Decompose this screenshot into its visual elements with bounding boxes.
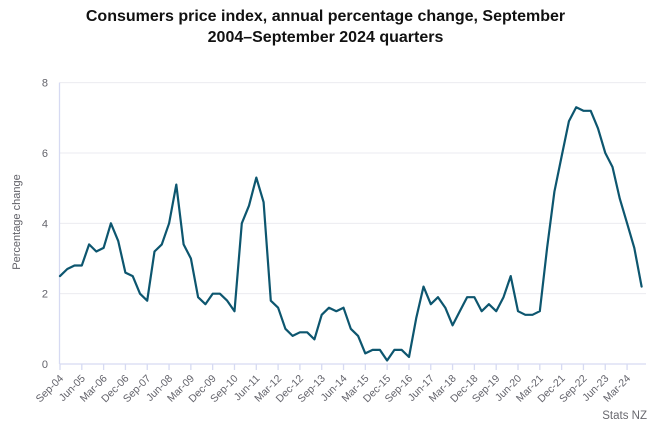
y-tick-label: 0 xyxy=(42,359,48,371)
y-tick-label: 6 xyxy=(42,148,48,160)
y-tick-label: 2 xyxy=(42,289,48,301)
cpi-series-line xyxy=(58,106,643,362)
source-attribution: Stats NZ xyxy=(602,410,647,422)
chart-title-line2: 2004–September 2024 quarters xyxy=(207,29,444,46)
y-tick-label: 4 xyxy=(42,218,48,230)
y-tick-label: 8 xyxy=(42,78,48,90)
chart-title-line1: Consumers price index, annual percentage… xyxy=(85,8,566,25)
chart-title: Consumers price index, annual percentage… xyxy=(0,6,651,48)
y-axis-title: Percentage change xyxy=(11,174,23,270)
